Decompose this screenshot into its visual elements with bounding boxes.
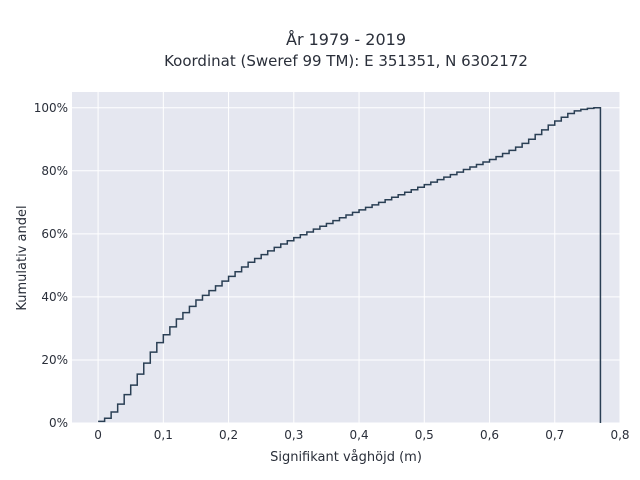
y-tick-label: 0% [49, 416, 68, 430]
x-tick-label: 0,6 [480, 428, 499, 442]
y-tick-label: 40% [41, 290, 68, 304]
plot-area [72, 92, 620, 423]
y-axis-label: Kumulativ andel [15, 205, 30, 310]
x-axis-label: Signifikant våghöjd (m) [270, 450, 422, 465]
y-axis-ticks: 0% 20% 40% 60% 80% 100% [34, 101, 68, 430]
cdf-step-line [98, 107, 602, 423]
grid-lines [72, 92, 621, 424]
y-tick-label: 20% [41, 353, 68, 367]
chart-title: År 1979 - 2019 [286, 30, 406, 49]
y-tick-label: 100% [34, 101, 68, 115]
y-tick-label: 60% [41, 227, 68, 241]
y-tick-label: 80% [41, 164, 68, 178]
x-tick-label: 0 [94, 428, 102, 442]
x-tick-label: 0,3 [284, 428, 303, 442]
x-axis-ticks: 0 0,1 0,2 0,3 0,4 0,5 0,6 0,7 0,8 [94, 428, 629, 442]
x-tick-label: 0,1 [154, 428, 173, 442]
chart-subtitle: Koordinat (Sweref 99 TM): E 351351, N 63… [164, 52, 528, 70]
x-tick-label: 0,4 [350, 428, 369, 442]
x-tick-label: 0,5 [415, 428, 434, 442]
x-tick-label: 0,2 [219, 428, 238, 442]
x-tick-label: 0,8 [610, 428, 629, 442]
x-tick-label: 0,7 [545, 428, 564, 442]
